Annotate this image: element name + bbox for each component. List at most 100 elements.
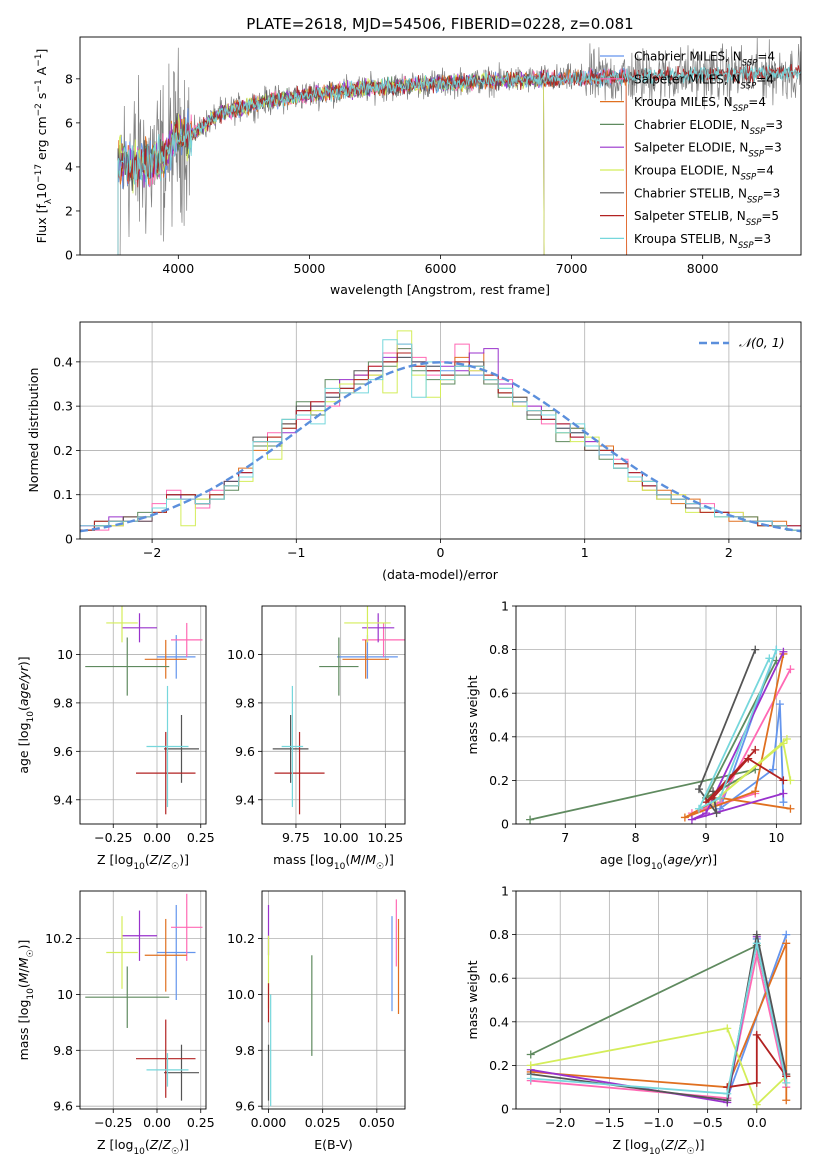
weight-marker bbox=[716, 793, 725, 802]
label-part: 10 bbox=[133, 862, 145, 872]
x-tick-label: 10.25 bbox=[367, 830, 403, 845]
label-part: )] bbox=[179, 1137, 189, 1152]
plot-area bbox=[262, 891, 405, 1109]
label-part: M bbox=[16, 957, 31, 968]
weight-series-8 bbox=[697, 649, 778, 811]
errorbar-point-3 bbox=[319, 637, 359, 696]
errorbar-point-5 bbox=[106, 916, 138, 989]
label-part: ( bbox=[345, 852, 350, 867]
plot-frame bbox=[515, 605, 802, 825]
y-tick-label: 9.8 bbox=[53, 695, 73, 710]
weight-series-1 bbox=[530, 954, 788, 1100]
label-part: A bbox=[34, 66, 49, 79]
y-tick-label: 0 bbox=[65, 248, 73, 263]
x-tick-label: −0.25 bbox=[94, 830, 132, 845]
x-tick-label: −0.25 bbox=[94, 1115, 132, 1130]
x-tick-label: −1 bbox=[287, 545, 305, 560]
x-tick-label: 10.00 bbox=[323, 830, 359, 845]
label-part: M bbox=[16, 972, 31, 983]
label-part: ( bbox=[145, 1137, 150, 1152]
y-axis-label: mass [log10(M/M☉)] bbox=[16, 940, 36, 1061]
legend-entry-normal: 𝒩(0, 1) bbox=[739, 335, 785, 350]
legend-rest: =3 bbox=[754, 232, 772, 246]
x-tick-label: 0.00 bbox=[143, 830, 171, 845]
errorbar-point-1 bbox=[171, 893, 203, 961]
model-spectrum-0 bbox=[117, 67, 628, 255]
y-axis-label: Flux [fλ10−17 erg cm−2 s−1 A−1] bbox=[34, 49, 54, 244]
label-part: −1 bbox=[34, 79, 44, 92]
y-tick-label: 0 bbox=[501, 1102, 509, 1117]
label-part: Flux [f bbox=[34, 204, 49, 244]
errorbar-point-3 bbox=[85, 966, 170, 1028]
model-spectrum-6 bbox=[117, 64, 801, 255]
y-tick-label: 10.0 bbox=[227, 647, 255, 662]
y-tick-label: 0.2 bbox=[53, 443, 73, 458]
y-tick-label: 0.4 bbox=[489, 729, 509, 744]
label-part: Z bbox=[677, 1137, 687, 1152]
legend-rest: =4 bbox=[756, 164, 774, 178]
label-part: Z [log bbox=[97, 852, 133, 867]
y-tick-label: 8 bbox=[65, 71, 73, 86]
y-tick-label: 9.6 bbox=[235, 744, 255, 759]
x-tick-label: 7 bbox=[561, 830, 569, 845]
weight-marker bbox=[786, 776, 795, 785]
legend-rest: =3 bbox=[764, 141, 782, 155]
label-part: Z [log bbox=[97, 1137, 133, 1152]
y-tick-label: 10.0 bbox=[227, 987, 255, 1002]
legend-sub: SSP bbox=[750, 127, 766, 137]
weight-marker bbox=[752, 1078, 761, 1087]
label-part: Z bbox=[149, 852, 159, 867]
model-spectrum-1 bbox=[117, 68, 628, 255]
weight-marker bbox=[702, 809, 710, 818]
weight-marker bbox=[779, 798, 788, 807]
weight-marker bbox=[751, 745, 760, 754]
label-part: ☉ bbox=[171, 862, 179, 872]
x-tick-label: 0.25 bbox=[187, 830, 215, 845]
y-tick-label: 0.6 bbox=[489, 686, 509, 701]
label-part: / bbox=[361, 852, 366, 867]
plot-frame bbox=[515, 890, 802, 1110]
y-tick-label: 0.8 bbox=[489, 642, 509, 657]
model-spectrum-2 bbox=[117, 69, 628, 255]
errorbar-point-7 bbox=[136, 1019, 196, 1098]
y-tick-label: 10.2 bbox=[227, 931, 255, 946]
y-tick-label: 9.6 bbox=[235, 1099, 255, 1114]
y-axis-label: mass weight bbox=[465, 675, 480, 754]
y-axis-label: Normed distribution bbox=[26, 368, 41, 493]
weight-marker bbox=[694, 804, 703, 813]
weight-marker bbox=[772, 645, 781, 654]
label-part: Z [log bbox=[612, 1137, 648, 1152]
x-tick-label: −1.5 bbox=[594, 1115, 624, 1130]
x-tick-label: 6000 bbox=[425, 261, 457, 276]
weight-marker bbox=[752, 1100, 761, 1109]
weight-marker bbox=[782, 930, 791, 939]
y-tick-label: 9.6 bbox=[53, 1099, 73, 1114]
weight-marker bbox=[526, 1061, 535, 1070]
weight-marker bbox=[751, 645, 760, 654]
y-tick-label: 9.8 bbox=[53, 1043, 73, 1058]
plot-area bbox=[117, 37, 801, 255]
label-part: age/yr bbox=[667, 852, 708, 867]
errorbar-point-7 bbox=[136, 731, 196, 815]
plot-area bbox=[262, 606, 405, 824]
y-axis-label: mass weight bbox=[465, 960, 480, 1039]
x-tick-label: 9 bbox=[702, 830, 710, 845]
label-part: −2 bbox=[34, 103, 44, 116]
label-part: mass [log bbox=[273, 852, 334, 867]
weight-marker bbox=[712, 809, 721, 818]
y-tick-label: 0 bbox=[65, 532, 73, 547]
errorbar-point-2 bbox=[144, 639, 187, 679]
label-part: / bbox=[158, 1137, 163, 1152]
legend-sub: SSP bbox=[741, 81, 757, 91]
errorbar-point-5 bbox=[344, 606, 391, 643]
weight-marker bbox=[526, 1074, 535, 1083]
weight-marker bbox=[768, 765, 777, 774]
legend-rest: =5 bbox=[761, 209, 779, 223]
y-tick-label: 10 bbox=[57, 647, 73, 662]
plot-area bbox=[80, 322, 801, 539]
chart-panel-7: 0.000 0.025 0.050 9.6 9.8 10.0 10.2 E(B-V) bbox=[227, 890, 406, 1152]
errorbar-point-6 bbox=[164, 715, 199, 783]
legend-rest: =4 bbox=[757, 50, 775, 64]
